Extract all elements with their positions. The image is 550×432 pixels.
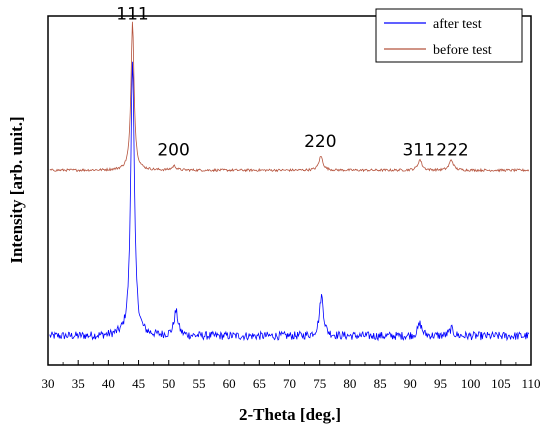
x-tick-label: 95	[434, 376, 447, 391]
x-tick-label: 45	[132, 376, 145, 391]
x-tick-label: 65	[253, 376, 266, 391]
x-tick-label: 55	[192, 376, 205, 391]
y-axis-label: Intensity [arb. unit.]	[7, 116, 26, 263]
peak-label-111: 111	[116, 4, 148, 24]
peak-label-220: 220	[304, 132, 336, 152]
x-tick-label: 100	[461, 376, 481, 391]
series-line-after-test	[49, 61, 530, 342]
legend-label-after-test: after test	[433, 17, 482, 32]
legend-label-before-test: before test	[433, 43, 492, 58]
x-tick-label: 60	[223, 376, 236, 391]
peak-label-200: 200	[157, 141, 189, 161]
plot-frame	[47, 15, 532, 366]
x-tick-label: 40	[102, 376, 115, 391]
series-line-before-test	[49, 21, 530, 173]
legend-box	[375, 8, 523, 63]
x-tick-label: 75	[313, 376, 326, 391]
x-tick-label: 50	[162, 376, 175, 391]
x-tick-label: 30	[42, 376, 55, 391]
peak-annotations: 111 200 220 311 222	[116, 4, 468, 160]
x-tick-label: 35	[72, 376, 85, 391]
peak-label-222: 222	[436, 141, 468, 161]
x-axis-label: 2-Theta [deg.]	[239, 405, 341, 424]
x-tick-label: 80	[343, 376, 356, 391]
x-tick-label: 105	[491, 376, 511, 391]
legend: after test before test	[375, 8, 523, 63]
series-layer	[49, 21, 530, 342]
x-tick-label: 85	[374, 376, 387, 391]
peak-label-311: 311	[402, 141, 434, 161]
x-tick-label: 70	[283, 376, 296, 391]
x-tick-label: 90	[404, 376, 417, 391]
x-axis-ticks: 30 35 40 45 50 55 60 65 70 75 80 85 90 95 100 105 110	[42, 360, 541, 391]
x-tick-label: 110	[521, 376, 540, 391]
